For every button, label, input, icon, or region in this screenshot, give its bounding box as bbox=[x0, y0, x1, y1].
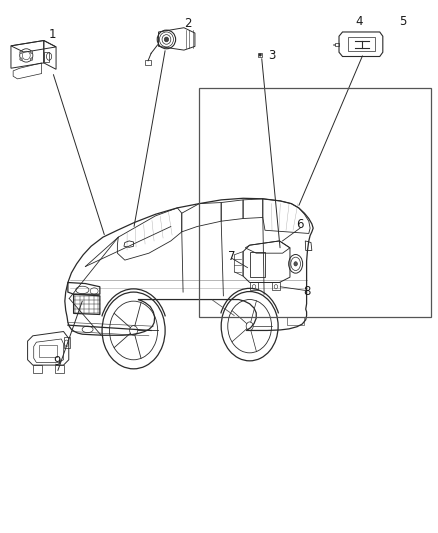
Bar bbox=[145, 60, 151, 65]
Bar bbox=[44, 52, 49, 62]
Text: 1: 1 bbox=[49, 28, 57, 41]
Text: 7: 7 bbox=[228, 251, 236, 263]
Bar bbox=[39, 345, 57, 357]
Ellipse shape bbox=[259, 54, 261, 56]
Bar bbox=[287, 317, 304, 325]
Bar bbox=[258, 53, 262, 57]
Text: 4: 4 bbox=[355, 15, 363, 28]
Ellipse shape bbox=[20, 58, 22, 60]
Bar bbox=[199, 88, 431, 317]
Text: 5: 5 bbox=[399, 15, 406, 28]
Ellipse shape bbox=[30, 58, 33, 60]
Ellipse shape bbox=[164, 37, 169, 42]
Ellipse shape bbox=[294, 262, 297, 266]
Ellipse shape bbox=[20, 51, 22, 53]
Text: 6: 6 bbox=[296, 219, 304, 231]
Text: 3: 3 bbox=[268, 50, 275, 62]
Bar bbox=[64, 337, 70, 348]
Ellipse shape bbox=[30, 51, 33, 53]
Text: 9: 9 bbox=[53, 355, 61, 368]
Text: 8: 8 bbox=[303, 285, 310, 298]
Text: 2: 2 bbox=[184, 18, 192, 30]
